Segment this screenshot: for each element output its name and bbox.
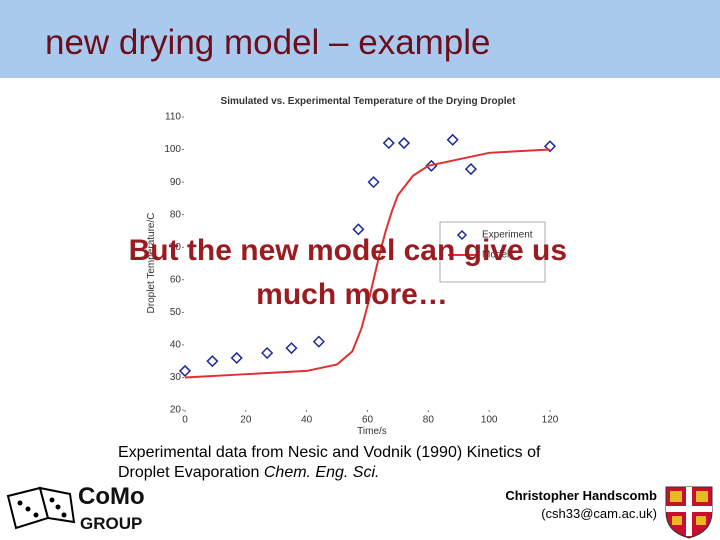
x-tick-label: 20 xyxy=(240,415,252,426)
legend-label: Model xyxy=(482,250,509,261)
citation-line: Droplet Evaporation xyxy=(118,464,264,481)
y-tick-label: 110 xyxy=(165,112,181,123)
legend: Experiment Model xyxy=(439,221,546,283)
data-point xyxy=(446,133,459,146)
logo-text: GROUP xyxy=(80,514,142,533)
slide-title: new drying model – example xyxy=(45,23,491,62)
legend-label: Experiment xyxy=(482,230,533,241)
dice-logo xyxy=(6,486,76,530)
data-point xyxy=(352,223,365,236)
data-point xyxy=(261,346,274,360)
data-point xyxy=(178,364,192,377)
citation-journal: Chem. Eng. Sci. xyxy=(264,464,380,481)
x-tick-label: 80 xyxy=(423,415,435,426)
data-point xyxy=(464,163,477,176)
y-axis-label: Droplet Temperature/C xyxy=(146,213,157,314)
x-axis-label: Time/s xyxy=(357,426,387,437)
data-point xyxy=(543,140,557,153)
overlay-text: But the new model can give us much more… xyxy=(129,234,576,311)
overlay-line: But the new model can give us xyxy=(129,234,567,267)
logo-text: CoMo xyxy=(78,483,145,510)
legend-box xyxy=(439,221,546,283)
x-tick-label: 60 xyxy=(362,415,374,426)
x-tick-label: 0 xyxy=(182,415,188,426)
data-point xyxy=(397,136,411,150)
x-tick-label: 100 xyxy=(481,415,498,426)
title-bar xyxy=(0,0,720,78)
y-tick-label: 70 xyxy=(170,242,182,253)
data-point xyxy=(285,342,298,355)
y-tick-label: 30 xyxy=(170,372,182,383)
y-tick-label: 40 xyxy=(170,340,182,351)
data-point xyxy=(367,176,380,189)
y-tick-label: 90 xyxy=(170,177,182,188)
author-name: Christopher Handscomb xyxy=(505,488,657,503)
data-point xyxy=(382,136,395,150)
citation-line: Experimental data from Nesic and Vodnik … xyxy=(118,444,541,461)
data-point xyxy=(206,355,219,368)
author-email: (csh33@cam.ac.uk) xyxy=(541,506,657,521)
y-tick-label: 80 xyxy=(170,209,182,220)
overlay-line: much more… xyxy=(256,278,448,311)
y-tick-label: 20 xyxy=(170,405,182,416)
data-point xyxy=(230,351,243,364)
model-line xyxy=(184,148,551,379)
y-tick-label: 50 xyxy=(170,307,182,318)
university-crest xyxy=(665,486,713,539)
x-tick-label: 40 xyxy=(301,415,313,426)
citation: Experimental data from Nesic and Vodnik … xyxy=(118,444,545,481)
x-tick-label: 120 xyxy=(542,415,559,426)
y-tick-label: 60 xyxy=(170,274,182,285)
y-tick-label: 100 xyxy=(164,144,181,155)
legend-marker xyxy=(456,229,468,241)
chart-title: Simulated vs. Experimental Temperature o… xyxy=(221,96,517,107)
data-point xyxy=(312,335,325,348)
